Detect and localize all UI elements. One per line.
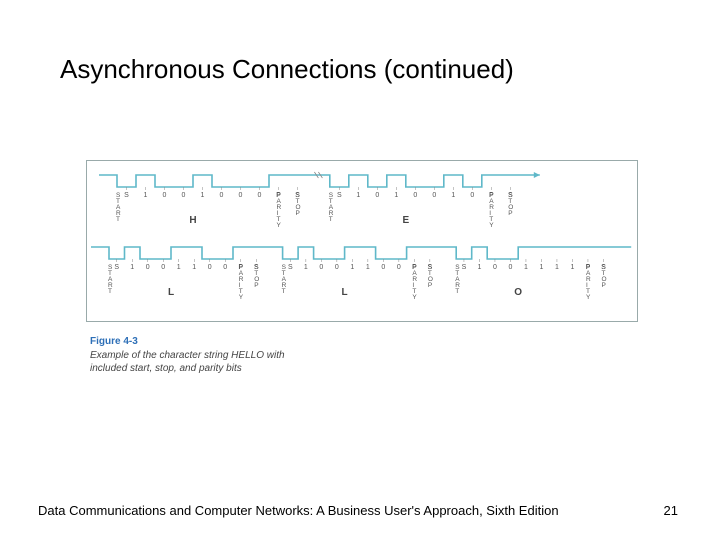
svg-text:0: 0 xyxy=(161,264,165,271)
svg-text:L: L xyxy=(168,287,174,298)
svg-text:0: 0 xyxy=(220,192,224,199)
svg-text:S: S xyxy=(428,264,433,271)
svg-text:P: P xyxy=(412,264,417,271)
svg-text:S: S xyxy=(295,192,300,199)
svg-text:0: 0 xyxy=(182,192,186,199)
svg-text:START: START xyxy=(455,264,460,295)
svg-text:1: 1 xyxy=(356,192,360,199)
svg-text:1: 1 xyxy=(451,192,455,199)
svg-text:P: P xyxy=(238,264,243,271)
svg-text:S: S xyxy=(601,264,606,271)
svg-text:1: 1 xyxy=(201,192,205,199)
figure-caption-block: Figure 4-3 Example of the character stri… xyxy=(90,336,290,375)
svg-text:0: 0 xyxy=(432,192,436,199)
svg-text:0: 0 xyxy=(319,264,323,271)
svg-text:0: 0 xyxy=(508,264,512,271)
svg-text:0: 0 xyxy=(397,264,401,271)
svg-text:0: 0 xyxy=(239,192,243,199)
svg-text:0: 0 xyxy=(413,192,417,199)
svg-text:START: START xyxy=(116,192,121,223)
svg-text:1: 1 xyxy=(555,264,559,271)
figure-label: Figure 4-3 xyxy=(90,336,290,347)
svg-text:0: 0 xyxy=(375,192,379,199)
svg-text:1: 1 xyxy=(477,264,481,271)
svg-text:1: 1 xyxy=(192,264,196,271)
svg-text:0: 0 xyxy=(335,264,339,271)
svg-text:P: P xyxy=(489,192,494,199)
svg-text:0: 0 xyxy=(163,192,167,199)
svg-text:1: 1 xyxy=(304,264,308,271)
svg-text:S: S xyxy=(254,264,259,271)
svg-text:P: P xyxy=(586,264,591,271)
svg-text:1: 1 xyxy=(394,192,398,199)
svg-text:0: 0 xyxy=(381,264,385,271)
svg-text:0: 0 xyxy=(146,264,150,271)
svg-text:0: 0 xyxy=(493,264,497,271)
svg-text:1: 1 xyxy=(366,264,370,271)
page-number: 21 xyxy=(664,503,678,518)
svg-text:O: O xyxy=(514,287,522,298)
svg-text:1: 1 xyxy=(144,192,148,199)
svg-text:S: S xyxy=(508,192,513,199)
svg-text:E: E xyxy=(402,215,409,226)
figure-caption: Example of the character string HELLO wi… xyxy=(90,349,290,375)
svg-text:1: 1 xyxy=(524,264,528,271)
svg-text:S: S xyxy=(124,192,129,199)
svg-text:1: 1 xyxy=(570,264,574,271)
figure-diagram: STARTPARITYSTOPHSTARTPARITYSTOPES1001000… xyxy=(86,160,638,322)
svg-text:1: 1 xyxy=(539,264,543,271)
svg-text:S: S xyxy=(288,264,293,271)
svg-text:START: START xyxy=(282,264,287,295)
svg-text:L: L xyxy=(342,287,348,298)
footer-text: Data Communications and Computer Network… xyxy=(38,503,559,518)
svg-text:START: START xyxy=(108,264,113,295)
svg-text:H: H xyxy=(189,215,196,226)
svg-text:0: 0 xyxy=(470,192,474,199)
svg-text:P: P xyxy=(276,192,281,199)
svg-text:0: 0 xyxy=(223,264,227,271)
svg-text:S: S xyxy=(114,264,119,271)
svg-text:0: 0 xyxy=(208,264,212,271)
svg-text:0: 0 xyxy=(258,192,262,199)
svg-text:1: 1 xyxy=(350,264,354,271)
svg-text:S: S xyxy=(337,192,342,199)
svg-text:START: START xyxy=(329,192,334,223)
slide-title: Asynchronous Connections (continued) xyxy=(60,54,514,85)
svg-text:1: 1 xyxy=(130,264,134,271)
svg-text:1: 1 xyxy=(177,264,181,271)
svg-text:S: S xyxy=(462,264,467,271)
